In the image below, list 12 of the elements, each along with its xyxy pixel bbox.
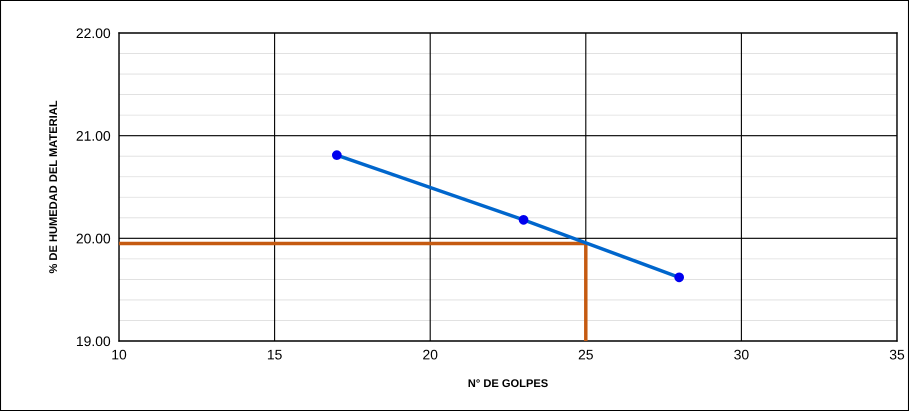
x-axis-title: N° DE GOLPES: [468, 379, 548, 388]
x-tick-label: 30: [734, 350, 749, 360]
y-tick-label: 20.00: [76, 234, 110, 244]
x-tick-label: 20: [423, 350, 438, 360]
x-tick-label: 15: [268, 350, 282, 360]
x-tick-label: 10: [112, 350, 126, 360]
x-tick-label: 35: [890, 350, 904, 360]
x-tick-label: 25: [578, 350, 593, 360]
y-tick-label: 21.00: [76, 131, 110, 141]
y-tick-label: 22.00: [76, 28, 110, 38]
y-tick-label: 19.00: [76, 336, 110, 346]
y-axis-title: % DE HUMEDAD DEL MATERIAL: [49, 100, 58, 274]
